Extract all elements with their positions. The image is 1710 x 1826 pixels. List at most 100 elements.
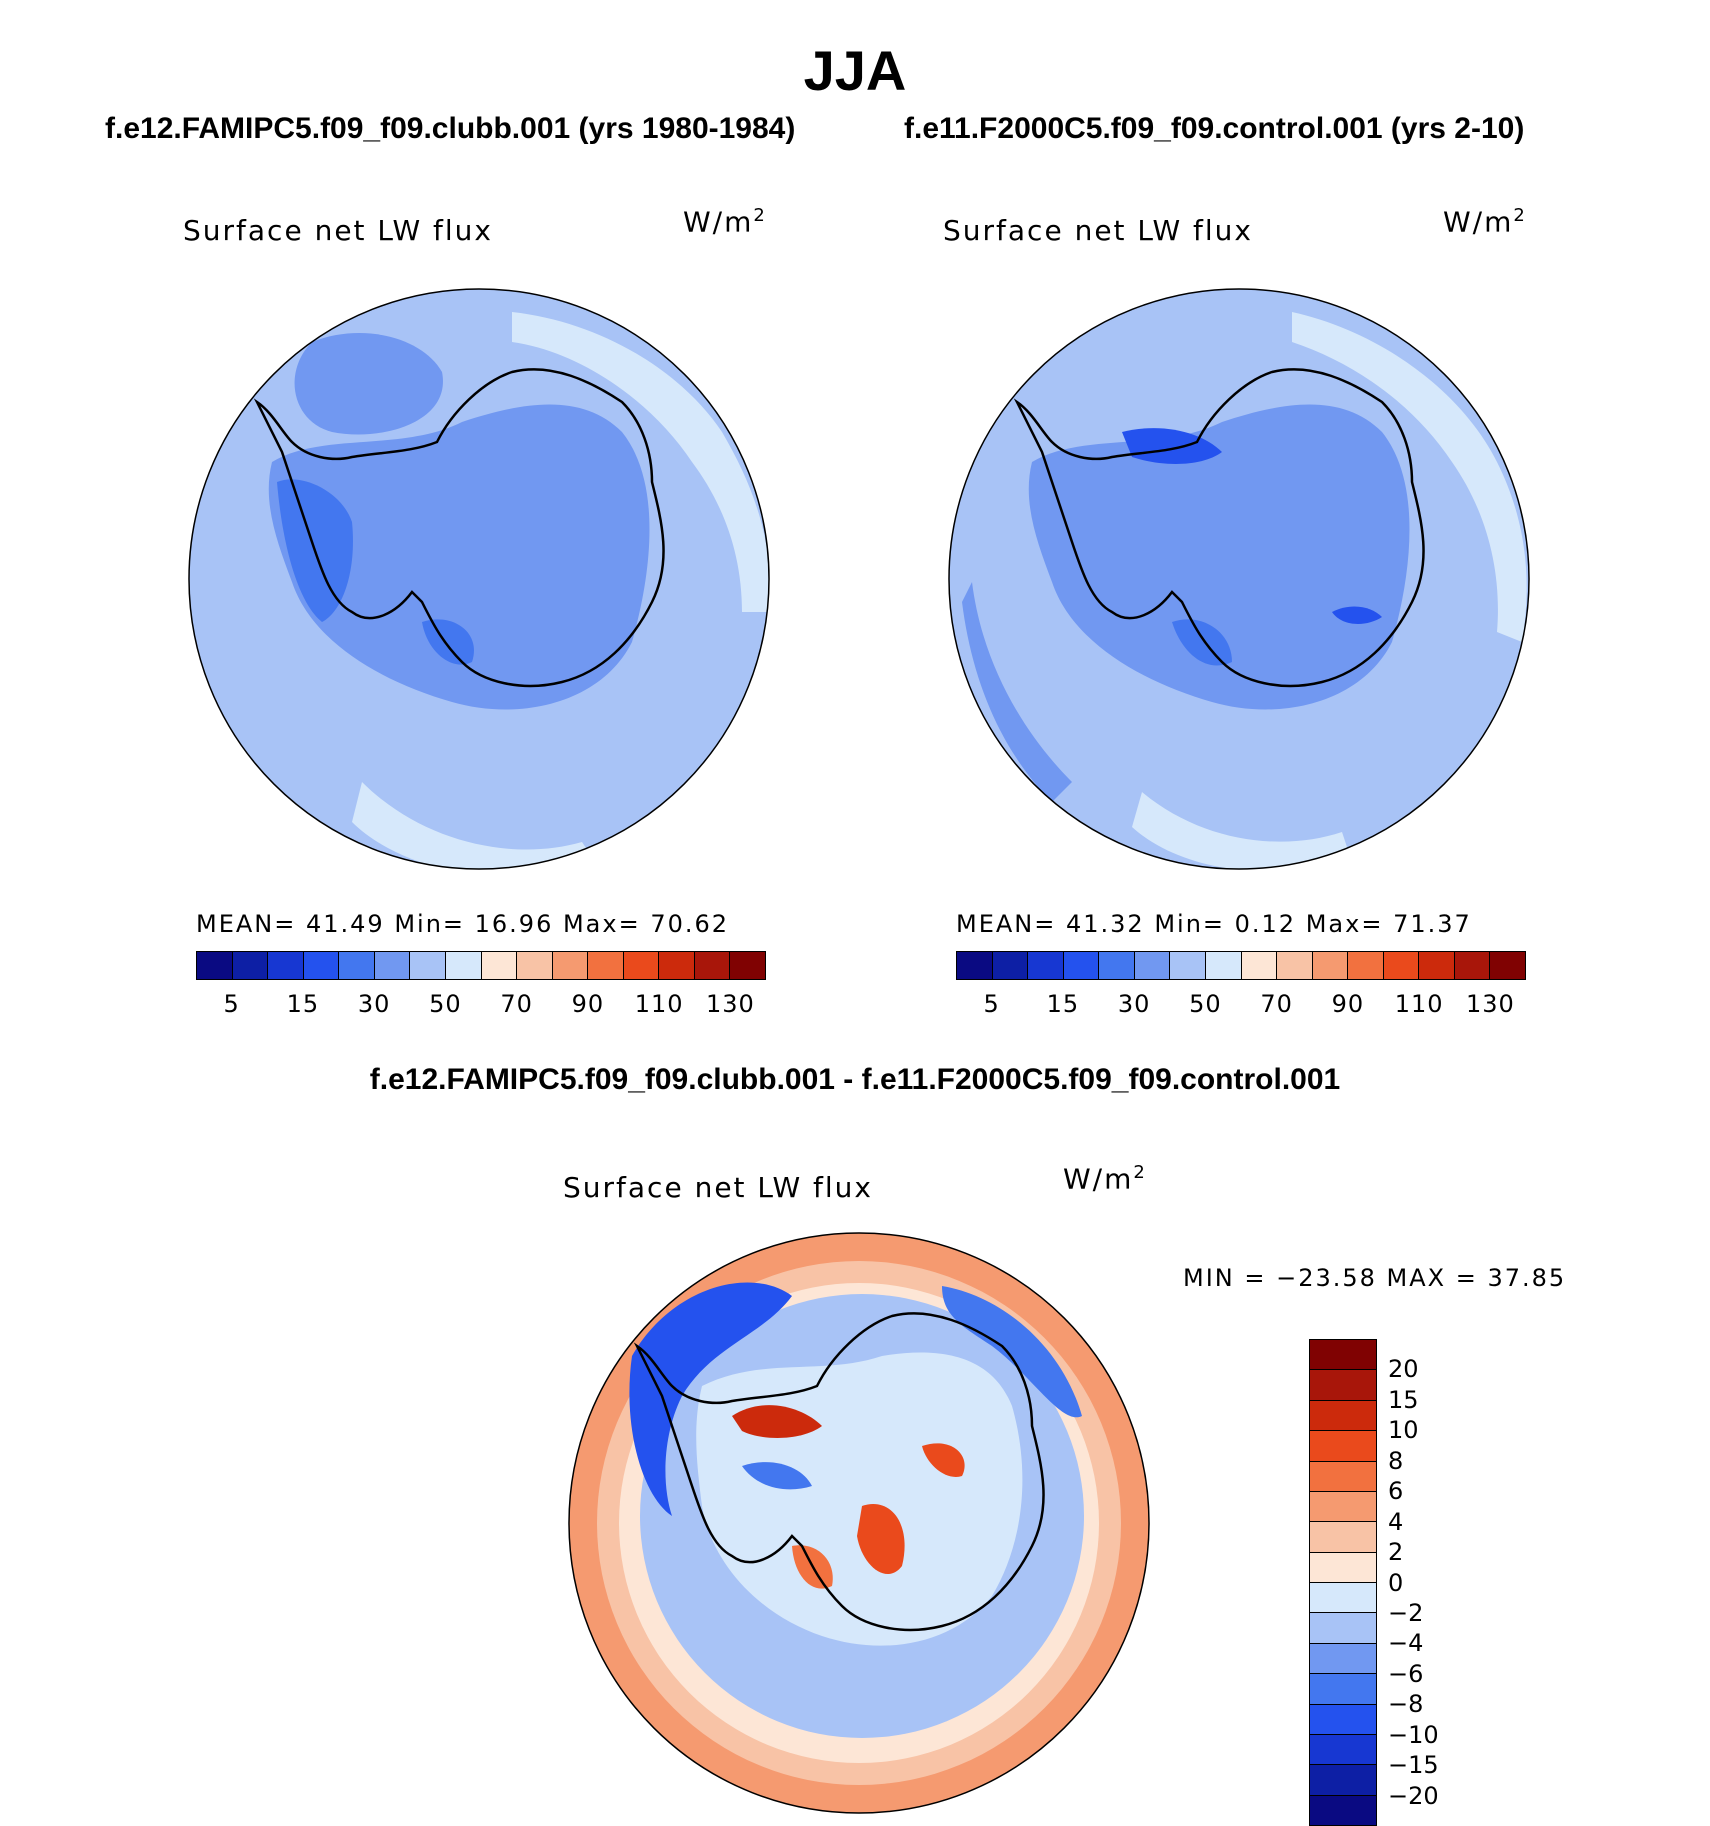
- panel1-colorbar-label: 5: [223, 990, 240, 1018]
- difference-map-border: [568, 1232, 1150, 1814]
- difference-colorbar-swatch: [1310, 1431, 1376, 1462]
- panel1-colorbar-swatch: [339, 952, 375, 979]
- panel1-colorbar-swatch: [730, 952, 765, 979]
- panel1-colorbar-label: 110: [634, 990, 684, 1018]
- panel1-mid-blob-nw: [294, 333, 443, 435]
- panel2-continent-field: [1028, 404, 1410, 710]
- season-title: JJA: [803, 39, 907, 102]
- difference-colorbar-label: 8: [1388, 1446, 1404, 1475]
- panel2-mid-band-w: [962, 582, 1072, 802]
- panel1-colorbar-swatch: [517, 952, 553, 979]
- difference-colorbar-swatch: [1310, 1613, 1376, 1644]
- panel1-colorbar-swatch: [268, 952, 304, 979]
- difference-colorbar-label: −10: [1388, 1720, 1439, 1749]
- panel1-colorbar-swatch: [232, 952, 269, 979]
- panel1-colorbar-label: 30: [357, 990, 391, 1018]
- difference-colorbar-label: −2: [1388, 1598, 1424, 1627]
- panel2-colorbar-label: 130: [1465, 990, 1515, 1018]
- difference-colorbar-label: −15: [1388, 1751, 1439, 1780]
- panel1-units: W/m2: [683, 205, 767, 239]
- panel1-colorbar-swatch: [659, 952, 695, 979]
- difference-stats: MIN = −23.58 MAX = 37.85: [1183, 1264, 1567, 1292]
- panel2-colorbar-swatch: [1063, 952, 1100, 979]
- panel2-colorbar-swatch: [1383, 952, 1420, 979]
- difference-colorbar-swatch: [1310, 1461, 1376, 1492]
- panel1-colorbar-swatch: [481, 952, 518, 979]
- panel2-colorbar-swatch: [1454, 952, 1491, 979]
- case2-title: f.e11.F2000C5.f09_f09.control.001 (yrs 2…: [904, 112, 1525, 145]
- panel1-colorbar-labels: 5 15 30 50 70 90 110 130: [196, 990, 766, 1020]
- panel2-polar-map: [948, 288, 1530, 870]
- panel1-colorbar-swatch: [588, 952, 624, 979]
- case1-title: f.e12.FAMIPC5.f09_f09.clubb.001 (yrs 198…: [105, 112, 796, 145]
- panel1-polar-map: [188, 288, 770, 870]
- panel1-light-band-s: [352, 782, 602, 869]
- diff-positive-patch-center: [857, 1504, 905, 1575]
- difference-colorbar-swatch: [1310, 1795, 1376, 1825]
- panel1-map-border: [188, 288, 770, 870]
- panel2-colorbar-swatch: [1241, 952, 1278, 979]
- panel2-variable-label: Surface net LW flux: [943, 214, 1253, 247]
- panel2-map-border: [948, 288, 1530, 870]
- panel2-colorbar-label: 30: [1117, 990, 1151, 1018]
- difference-colorbar-label: 0: [1388, 1568, 1404, 1597]
- difference-colorbar-swatch: [1310, 1340, 1376, 1371]
- difference-colorbar-swatch: [1310, 1583, 1376, 1614]
- difference-colorbar-label: 15: [1388, 1385, 1419, 1414]
- panel2-colorbar-label: 5: [983, 990, 1000, 1018]
- difference-colorbar-labels: 20 15 10 8 6 4 2 0 −2 −4 −6 −8 −10 −15 −…: [1388, 1339, 1508, 1826]
- panel1-colorbar-swatch: [374, 952, 411, 979]
- difference-colorbar-label: 20: [1388, 1355, 1419, 1384]
- difference-colorbar-label: −6: [1388, 1659, 1424, 1688]
- panel2-dark-patch-ross: [1172, 619, 1232, 666]
- difference-variable-label: Surface net LW flux: [563, 1171, 873, 1204]
- panel2-colorbar-labels: 5 15 30 50 70 90 110 130: [956, 990, 1526, 1020]
- panel2-colorbar-label: 110: [1394, 990, 1444, 1018]
- panel1-colorbar-swatch: [197, 952, 233, 979]
- panel1-variable-label: Surface net LW flux: [183, 214, 493, 247]
- panel1-colorbar-label: 15: [286, 990, 320, 1018]
- difference-colorbar-swatch: [1310, 1765, 1376, 1796]
- panel2-colorbar: [956, 951, 1526, 980]
- panel2-dark-patch-e: [1332, 606, 1382, 624]
- panel1-colorbar-swatch: [623, 952, 660, 979]
- difference-colorbar-label: 2: [1388, 1538, 1404, 1567]
- panel2-colorbar-swatch: [1277, 952, 1313, 979]
- panel1-light-band-ne: [512, 312, 769, 612]
- panel2-colorbar-swatch: [1028, 952, 1064, 979]
- panel2-colorbar-swatch: [1348, 952, 1384, 979]
- panel1-colorbar-swatch: [552, 952, 589, 979]
- difference-title: f.e12.FAMIPC5.f09_f09.clubb.001 - f.e11.…: [369, 1063, 1341, 1096]
- panel1-colorbar-label: 50: [429, 990, 462, 1018]
- panel2-colorbar-swatch: [1134, 952, 1171, 979]
- difference-colorbar-label: −20: [1388, 1781, 1439, 1810]
- panel2-colorbar-label: 15: [1046, 990, 1080, 1018]
- difference-colorbar-swatch: [1310, 1552, 1376, 1583]
- diff-negative-band-ne: [942, 1286, 1082, 1418]
- difference-colorbar-label: −8: [1388, 1690, 1424, 1719]
- panel1-antarctica-coastline: [253, 368, 665, 688]
- panel1-colorbar-swatch: [694, 952, 731, 979]
- panel2-colorbar-swatch: [992, 952, 1029, 979]
- panel2-units: W/m2: [1443, 205, 1527, 239]
- panel2-stats: MEAN= 41.32 Min= 0.12 Max= 71.37: [956, 910, 1472, 938]
- difference-colorbar-swatch: [1310, 1491, 1376, 1523]
- difference-units: W/m2: [1063, 1162, 1147, 1196]
- panel2-colorbar-label: 90: [1331, 990, 1365, 1018]
- difference-colorbar-label: 6: [1388, 1477, 1404, 1506]
- difference-colorbar: [1309, 1339, 1377, 1826]
- difference-colorbar-label: 4: [1388, 1507, 1404, 1536]
- panel2-colorbar-swatch: [1205, 952, 1242, 979]
- difference-colorbar-swatch: [1310, 1674, 1376, 1705]
- panel1-dark-patch-ross: [422, 619, 474, 665]
- panel2-light-band-s: [1132, 792, 1352, 869]
- difference-colorbar-label: 10: [1388, 1416, 1419, 1445]
- panel1-continent-field: [268, 404, 650, 710]
- panel2-colorbar-swatch: [1312, 952, 1349, 979]
- difference-colorbar-swatch: [1310, 1734, 1376, 1766]
- panel2-colorbar-swatch: [1490, 952, 1525, 979]
- difference-colorbar-swatch: [1310, 1704, 1376, 1735]
- panel2-antarctica-coastline: [1013, 368, 1425, 688]
- panel1-colorbar: [196, 951, 766, 980]
- panel1-colorbar-swatch: [410, 952, 446, 979]
